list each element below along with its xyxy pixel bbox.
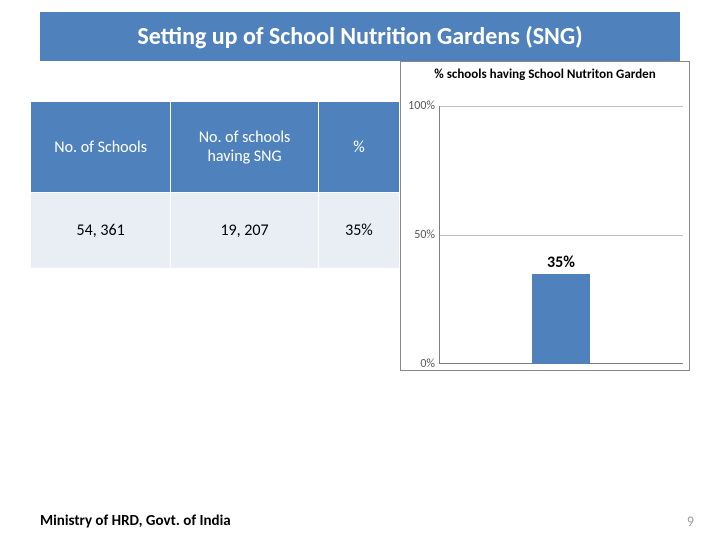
table-container: No. of Schools No. of schools having SNG… (30, 101, 400, 371)
slide-title: Setting up of School Nutrition Gardens (… (40, 12, 680, 61)
table-row: 54, 361 19, 207 35% (31, 193, 400, 269)
gridline (439, 106, 683, 107)
chart-container: % schools having School Nutriton Garden … (400, 101, 700, 371)
footer-text: Ministry of HRD, Govt. of India (40, 512, 231, 530)
chart-title: % schools having School Nutriton Garden (401, 62, 689, 87)
table-header-row: No. of Schools No. of schools having SNG… (31, 102, 400, 193)
col-header: No. of schools having SNG (171, 102, 319, 193)
y-tick-label: 50% (414, 228, 439, 242)
gridline (439, 235, 683, 236)
y-tick-label: 0% (420, 357, 439, 371)
y-tick-label: 100% (408, 99, 439, 113)
col-header: No. of Schools (31, 102, 171, 193)
bar (532, 274, 591, 364)
slide-number: 9 (687, 513, 694, 530)
chart-box: % schools having School Nutriton Garden … (400, 61, 690, 371)
cell-percent: 35% (318, 193, 399, 269)
y-axis (439, 106, 440, 364)
cell-sng-schools: 19, 207 (171, 193, 319, 269)
content-row: No. of Schools No. of schools having SNG… (30, 101, 700, 371)
chart-plot: 0%50%100%35% (439, 106, 683, 364)
cell-total-schools: 54, 361 (31, 193, 171, 269)
bar-value-label: 35% (547, 253, 575, 272)
col-header: % (318, 102, 399, 193)
sng-table: No. of Schools No. of schools having SNG… (30, 101, 400, 269)
